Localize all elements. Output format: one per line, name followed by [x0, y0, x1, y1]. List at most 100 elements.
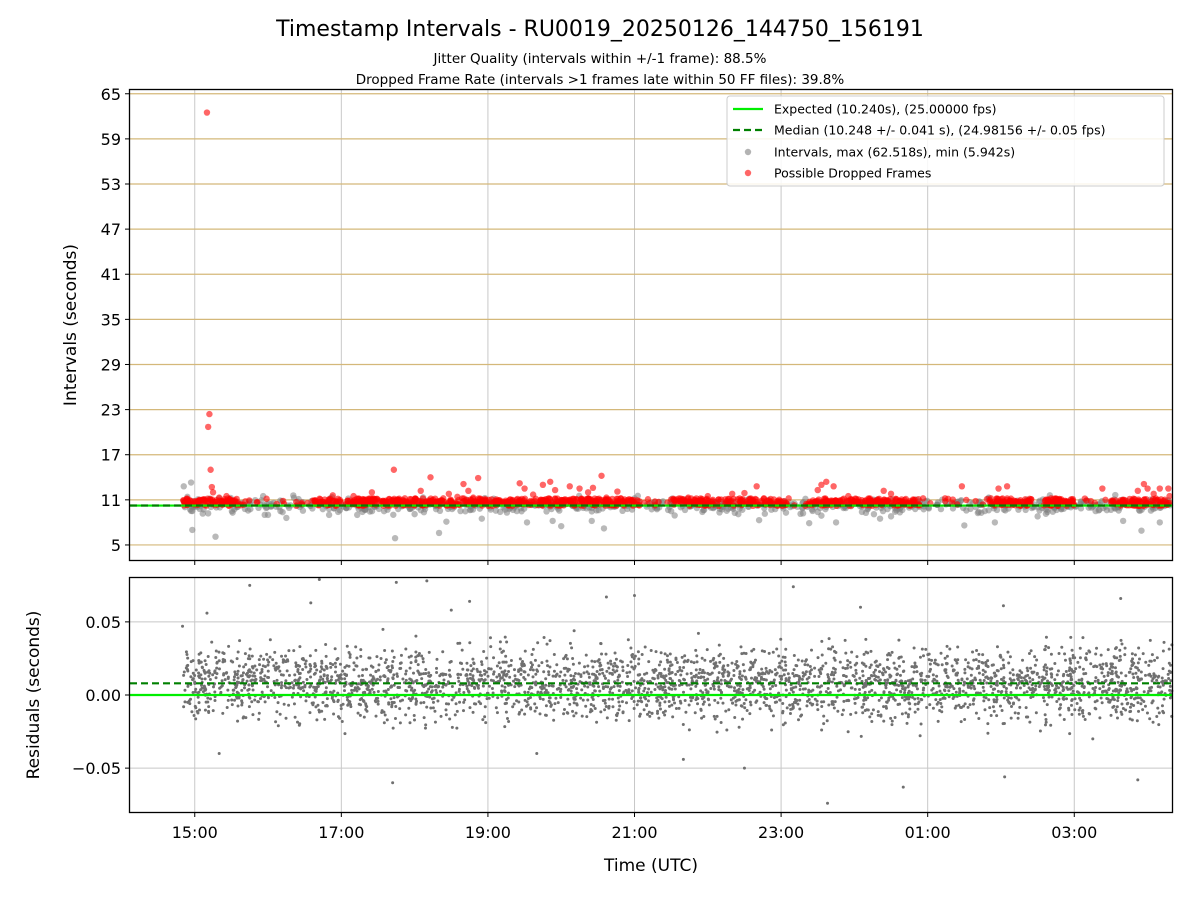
residual-point	[611, 668, 615, 672]
residual-point	[269, 689, 273, 693]
residual-point	[1026, 669, 1030, 673]
dropped-frame-point	[811, 498, 818, 506]
dropped-frame-point	[1061, 497, 1069, 504]
residual-point	[807, 688, 811, 692]
residual-point	[673, 683, 677, 687]
residual-point	[1063, 652, 1067, 656]
residual-point	[775, 647, 779, 651]
residual-point	[492, 670, 496, 674]
residual-point	[803, 672, 807, 676]
residual-point	[668, 664, 672, 668]
residual-point	[552, 718, 556, 722]
residual-point	[240, 703, 244, 707]
residual-point	[420, 677, 424, 681]
residual-point	[544, 713, 548, 717]
residual-point	[593, 706, 597, 710]
residual-point	[251, 713, 255, 717]
residual-point	[1044, 718, 1048, 722]
residual-point	[382, 721, 386, 725]
residual-point	[278, 712, 282, 716]
residual-point	[529, 661, 533, 665]
residual-point	[523, 690, 527, 694]
residual-point	[619, 659, 623, 663]
residual-point	[1118, 654, 1122, 658]
residual-point	[940, 705, 944, 709]
residual-point	[309, 675, 313, 679]
residual-point	[649, 690, 653, 694]
residual-point	[737, 675, 741, 679]
residual-point	[935, 690, 939, 694]
residual-point	[992, 700, 996, 704]
residual-point	[1066, 687, 1070, 691]
residual-point	[1094, 652, 1098, 656]
residual-point	[603, 701, 607, 705]
residual-point	[1058, 691, 1062, 695]
residual-point	[465, 668, 469, 672]
residual-point	[428, 685, 432, 689]
residual-point	[1031, 678, 1035, 682]
residual-point	[842, 699, 846, 703]
residual-point	[1087, 691, 1091, 695]
residual-point	[425, 690, 429, 694]
residual-point	[340, 720, 344, 724]
residual-point	[694, 684, 698, 688]
residual-point	[884, 705, 888, 709]
residual-point	[1108, 667, 1112, 671]
residual-point	[695, 660, 699, 664]
residual-point	[867, 677, 871, 681]
residual-point	[206, 670, 210, 674]
residual-point	[1071, 656, 1075, 660]
residual-point	[937, 684, 941, 688]
residual-point	[928, 662, 932, 666]
residual-point	[819, 666, 823, 670]
residual-point	[824, 661, 828, 665]
residual-point	[927, 658, 931, 662]
residual-point	[537, 664, 541, 668]
residual-point	[1099, 653, 1103, 657]
residual-point	[1135, 719, 1139, 723]
residual-point	[887, 696, 891, 700]
residual-point	[717, 643, 721, 647]
residual-point	[573, 697, 577, 701]
residual-point	[607, 679, 611, 683]
residual-point	[1021, 658, 1025, 662]
residual-point	[726, 663, 730, 667]
residual-point	[778, 661, 782, 665]
residual-point	[911, 683, 915, 687]
residual-point	[635, 703, 639, 707]
residual-point	[679, 701, 683, 705]
residual-point	[197, 659, 201, 663]
residual-point	[1070, 648, 1074, 652]
residual-point	[1022, 683, 1026, 687]
residual-point	[287, 649, 291, 653]
residual-point	[670, 679, 674, 683]
interval-point	[797, 510, 804, 518]
residual-point	[1024, 706, 1028, 710]
dropped-frame-point	[1099, 485, 1106, 492]
residual-point	[1043, 723, 1047, 727]
residual-point	[855, 655, 859, 659]
residual-point	[414, 634, 418, 638]
dropped-frame-point	[223, 492, 230, 500]
residual-point	[632, 667, 636, 671]
residual-point	[513, 685, 517, 689]
residual-point	[1042, 668, 1046, 672]
residual-point	[320, 659, 324, 663]
residual-point	[470, 669, 474, 673]
dropped-frame-point	[892, 495, 899, 503]
residual-point	[981, 661, 985, 665]
residual-point	[374, 670, 378, 674]
residual-point	[677, 706, 681, 710]
residual-point	[201, 690, 205, 694]
residual-point	[1064, 670, 1068, 674]
residual-point	[355, 664, 359, 668]
residual-point	[444, 713, 448, 717]
residual-point	[781, 702, 785, 706]
residual-point	[424, 672, 428, 676]
residual-point	[895, 688, 899, 692]
residual-point	[1099, 665, 1103, 669]
residual-point	[712, 687, 716, 691]
residual-point	[707, 703, 711, 707]
interval-point	[549, 517, 556, 525]
residual-point	[1043, 687, 1047, 691]
